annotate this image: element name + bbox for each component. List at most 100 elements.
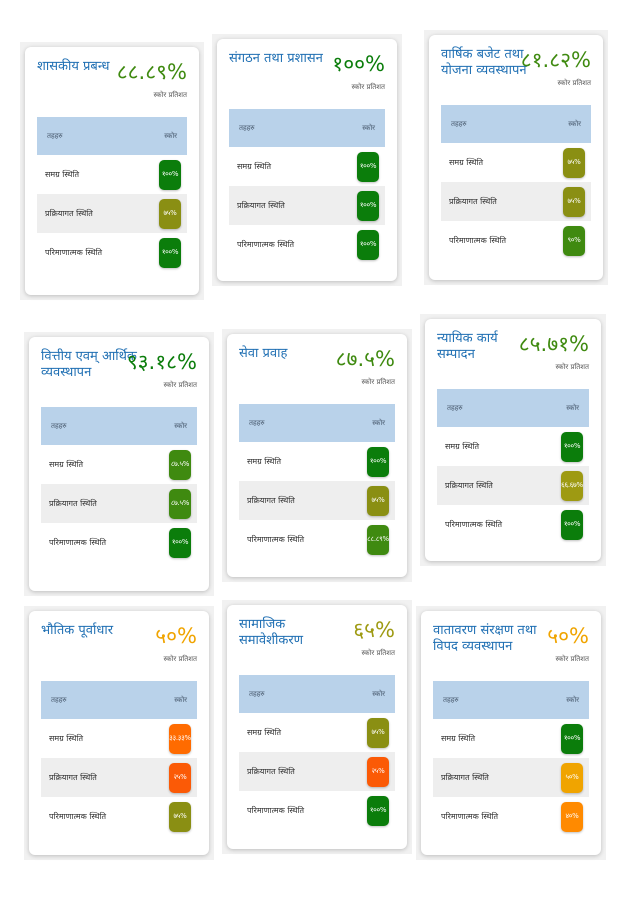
column-header-area: तहहरु (239, 123, 255, 132)
table-row: परिमाणात्मक स्थिति ८८.८९% (239, 520, 395, 559)
card-title: वार्षिक बजेट तथा योजना व्यवस्थापन (441, 47, 527, 78)
row-label: प्रक्रियागत स्थिति (237, 201, 285, 210)
score-badge: १००% (159, 237, 181, 268)
table-header: तहहरु स्कोर (41, 681, 197, 719)
score-table: तहहरु स्कोर समग्र स्थिति १००% प्रक्रियाग… (433, 681, 589, 836)
row-label: समग्र स्थिति (445, 442, 480, 451)
score-badge: ७५% (563, 186, 585, 217)
card-percent: ९३.१८% (126, 350, 197, 374)
score-percent-caption: स्कोर प्रतिशत (351, 83, 385, 91)
score-card: वित्तीय एवम् आर्थिक व्यवस्थापन ९३.१८% स्… (29, 337, 209, 591)
row-label: समग्र स्थिति (449, 158, 484, 167)
table-row: प्रक्रियागत स्थिति ७५% (37, 194, 187, 233)
score-percent-caption: स्कोर प्रतिशत (555, 363, 589, 371)
score-badge: ७५% (563, 147, 585, 178)
row-label: परिमाणात्मक स्थिति (247, 535, 305, 544)
score-badge: १००% (357, 190, 379, 221)
table-header: तहहरु स्कोर (41, 407, 197, 445)
score-badge: ८८.८९% (367, 524, 389, 555)
column-header-area: तहहरु (47, 131, 63, 140)
score-percent-caption: स्कोर प्रतिशत (555, 655, 589, 663)
table-row: प्रक्रियागत स्थिति ६६.६७% (437, 466, 589, 505)
score-table: तहहरु स्कोर समग्र स्थिति १००% प्रक्रियाग… (239, 404, 395, 559)
score-percent-caption: स्कोर प्रतिशत (557, 79, 591, 87)
table-row: समग्र स्थिति १००% (437, 427, 589, 466)
score-badge: ९०% (563, 225, 585, 256)
row-label: समग्र स्थिति (247, 728, 282, 737)
score-badge: ८७.५% (169, 488, 191, 519)
table-row: समग्र स्थिति ८७.५% (41, 445, 197, 484)
score-table: तहहरु स्कोर समग्र स्थिति १००% प्रक्रियाग… (437, 389, 589, 544)
score-badge: ४०% (561, 801, 583, 832)
column-header-area: तहहरु (447, 403, 463, 412)
column-header-area: तहहरु (51, 421, 67, 430)
row-label: परिमाणात्मक स्थिति (49, 538, 107, 547)
score-table: तहहरु स्कोर समग्र स्थिति १००% प्रक्रियाग… (229, 109, 385, 264)
score-badge: १००% (367, 795, 389, 826)
card-title: वित्तीय एवम् आर्थिक व्यवस्थापन (41, 349, 137, 380)
card-title: न्यायिक कार्य सम्पादन (437, 331, 498, 362)
score-badge: ३३.३३% (169, 723, 191, 754)
score-table: तहहरु स्कोर समग्र स्थिति १००% प्रक्रियाग… (37, 117, 187, 272)
score-badge: १००% (357, 151, 379, 182)
card-sangathan-frame: संगठन तथा प्रशासन १००% स्कोर प्रतिशत तहह… (212, 34, 402, 286)
row-label: प्रक्रियागत स्थिति (247, 496, 295, 505)
card-title: भौतिक पूर्वाधार (41, 623, 114, 638)
row-label: प्रक्रियागत स्थिति (45, 209, 93, 218)
table-row: परिमाणात्मक स्थिति ९०% (441, 221, 591, 260)
table-header: तहहरु स्कोर (229, 109, 385, 147)
table-row: प्रक्रियागत स्थिति ५०% (433, 758, 589, 797)
table-row: परिमाणात्मक स्थिति १००% (41, 523, 197, 562)
table-header: तहहरु स्कोर (441, 105, 591, 143)
table-row: प्रक्रियागत स्थिति ७५% (441, 182, 591, 221)
row-label: समग्र स्थिति (247, 457, 282, 466)
table-header: तहहरु स्कोर (239, 675, 395, 713)
table-row: परिमाणात्मक स्थिति ७५% (41, 797, 197, 836)
score-badge: १००% (159, 159, 181, 190)
table-row: समग्र स्थिति ७५% (239, 713, 395, 752)
score-card: शासकीय प्रबन्ध ८८.८९% स्कोर प्रतिशत तहहर… (25, 47, 199, 295)
row-label: परिमाणात्मक स्थिति (449, 236, 507, 245)
row-label: परिमाणात्मक स्थिति (247, 806, 305, 815)
score-percent-caption: स्कोर प्रतिशत (361, 378, 395, 386)
score-card: सामाजिक समावेशीकरण ६५% स्कोर प्रतिशत तहह… (227, 605, 407, 849)
score-badge: ८७.५% (169, 449, 191, 480)
card-nyayik-frame: न्यायिक कार्य सम्पादन ८५.७१% स्कोर प्रति… (420, 314, 606, 566)
table-header: तहहरु स्कोर (437, 389, 589, 427)
row-label: परिमाणात्मक स्थिति (441, 812, 499, 821)
table-row: समग्र स्थिति ३३.३३% (41, 719, 197, 758)
column-header-score: स्कोर (372, 689, 385, 698)
score-card: वार्षिक बजेट तथा योजना व्यवस्थापन ८१.८२%… (429, 35, 603, 280)
column-header-score: स्कोर (568, 119, 581, 128)
column-header-score: स्कोर (566, 695, 579, 704)
table-row: प्रक्रियागत स्थिति ७५% (239, 481, 395, 520)
score-badge: ७५% (159, 198, 181, 229)
table-row: समग्र स्थिति १००% (37, 155, 187, 194)
score-badge: १००% (561, 431, 583, 462)
row-label: समग्र स्थिति (49, 460, 84, 469)
score-card: भौतिक पूर्वाधार ५०% स्कोर प्रतिशत तहहरु … (29, 611, 209, 855)
column-header-area: तहहरु (249, 418, 265, 427)
row-label: प्रक्रियागत स्थिति (445, 481, 493, 490)
column-header-area: तहहरु (451, 119, 467, 128)
row-label: प्रक्रियागत स्थिति (441, 773, 489, 782)
row-label: प्रक्रियागत स्थिति (449, 197, 497, 206)
table-header: तहहरु स्कोर (433, 681, 589, 719)
table-row: परिमाणात्मक स्थिति १००% (437, 505, 589, 544)
score-badge: २५% (367, 756, 389, 787)
card-title: संगठन तथा प्रशासन (229, 51, 323, 66)
row-label: परिमाणात्मक स्थिति (49, 812, 107, 821)
column-header-score: स्कोर (362, 123, 375, 132)
row-label: परिमाणात्मक स्थिति (445, 520, 503, 529)
table-row: समग्र स्थिति ७५% (441, 143, 591, 182)
score-badge: १००% (561, 509, 583, 540)
card-title: सामाजिक समावेशीकरण (239, 617, 304, 648)
score-table: तहहरु स्कोर समग्र स्थिति ७५% प्रक्रियागत… (239, 675, 395, 830)
card-sewa-frame: सेवा प्रवाह ८७.५% स्कोर प्रतिशत तहहरु स्… (222, 329, 412, 582)
score-percent-caption: स्कोर प्रतिशत (163, 381, 197, 389)
score-badge: ६६.६७% (561, 470, 583, 501)
column-header-area: तहहरु (51, 695, 67, 704)
card-bittiya-frame: वित्तीय एवम् आर्थिक व्यवस्थापन ९३.१८% स्… (24, 332, 214, 596)
column-header-score: स्कोर (164, 131, 177, 140)
card-bhautik-frame: भौतिक पूर्वाधार ५०% स्कोर प्रतिशत तहहरु … (24, 606, 214, 860)
